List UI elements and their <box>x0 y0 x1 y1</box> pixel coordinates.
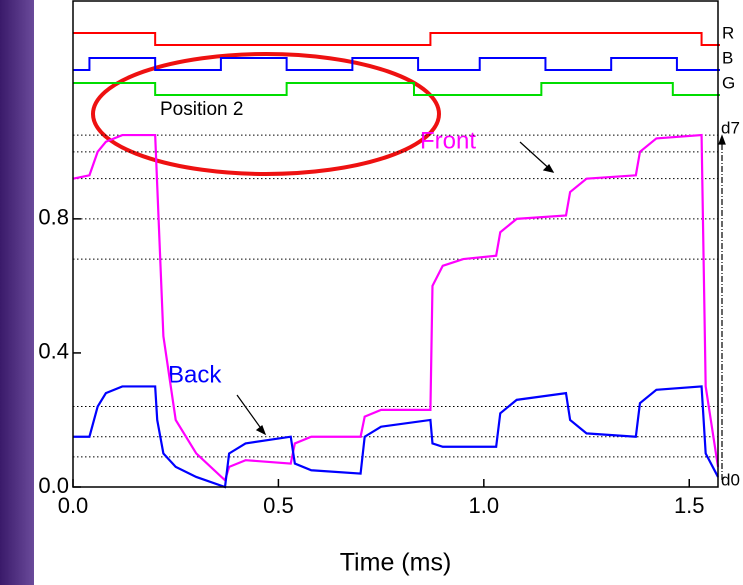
signal-line <box>73 82 720 96</box>
highlight-ellipse <box>91 52 441 176</box>
plot-frame <box>72 0 719 488</box>
x-tick-label: 0.0 <box>58 493 89 518</box>
y-tick-label: 0.0 <box>38 473 69 498</box>
level-label: d0 <box>721 470 740 489</box>
x-axis-label: Time (ms) <box>340 549 452 577</box>
series-line <box>72 133 720 483</box>
signal-label: B <box>722 48 733 67</box>
signal-label: G <box>722 73 735 92</box>
arrows <box>236 134 726 480</box>
annotation: Back <box>168 361 222 388</box>
slide-background <box>0 0 34 585</box>
x-tick-label: 0.5 <box>263 493 294 518</box>
x-tick-label: 1.5 <box>674 493 705 518</box>
annotation: Front <box>420 127 476 154</box>
series-line <box>73 385 719 489</box>
signal-line <box>73 57 720 71</box>
x-tick-label: 1.0 <box>469 493 500 518</box>
annotation: Position 2 <box>160 99 243 120</box>
level-label: d7 <box>721 119 740 138</box>
signal-line <box>73 32 720 46</box>
y-tick-label: 0.8 <box>38 205 69 230</box>
signal-label: R <box>722 23 734 42</box>
y-tick-label: 0.4 <box>38 339 69 364</box>
